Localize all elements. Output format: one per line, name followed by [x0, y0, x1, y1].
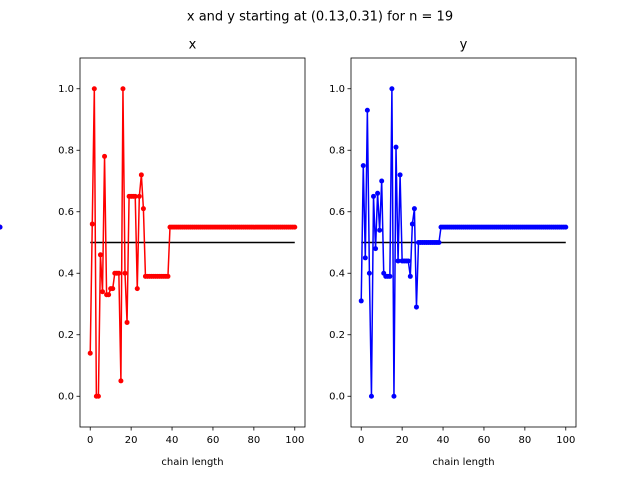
point [165, 273, 171, 279]
point [138, 172, 144, 178]
point [100, 289, 105, 295]
point [409, 221, 415, 227]
point [397, 172, 403, 178]
point [87, 350, 93, 356]
y-tick-label: 0.2 [329, 330, 345, 341]
x-tick-label: 20 [125, 435, 138, 446]
point [124, 319, 130, 325]
point [373, 246, 379, 252]
y-tick-label: 0.4 [329, 268, 345, 279]
point [371, 193, 376, 199]
y-tick-label: 0.0 [329, 391, 345, 402]
axes-title: y [460, 38, 468, 53]
point [375, 190, 381, 196]
x-tick-label: 60 [478, 435, 491, 446]
point [89, 221, 95, 227]
y-tick-label: 0.0 [58, 391, 74, 402]
x-tick-label: 100 [556, 435, 575, 446]
x-axis-label: chain length [432, 457, 494, 468]
point [407, 273, 413, 279]
x-tick-label: 0 [358, 435, 364, 446]
y-tick-label: 0.8 [329, 145, 345, 156]
y-tick-label: 1.0 [329, 84, 345, 95]
point [563, 224, 569, 230]
point [0, 224, 3, 230]
point [91, 86, 97, 92]
axes-title: x [189, 38, 197, 53]
point [366, 270, 372, 276]
x-tick-label: 60 [207, 435, 220, 446]
point [110, 286, 116, 292]
y-tick-label: 0.2 [58, 330, 74, 341]
point [122, 270, 128, 276]
point [362, 255, 368, 261]
point [395, 258, 401, 264]
y-tick-label: 0.6 [58, 207, 74, 218]
point [413, 304, 419, 310]
point [377, 227, 383, 233]
point [106, 292, 112, 298]
axes-frame [350, 57, 577, 428]
x-tick-label: 80 [518, 435, 531, 446]
point [120, 86, 126, 92]
point [134, 286, 140, 292]
point [389, 86, 395, 92]
y-tick-label: 1.0 [58, 84, 74, 95]
figure-title: x and y starting at (0.13,0.31) for n = … [187, 10, 453, 25]
y-tick-label: 0.6 [329, 207, 345, 218]
point [360, 163, 366, 169]
point [140, 206, 146, 212]
point [379, 178, 385, 184]
x-tick-label: 40 [437, 435, 450, 446]
point [387, 273, 393, 279]
x-tick-label: 80 [247, 435, 260, 446]
x-tick-label: 20 [396, 435, 409, 446]
point [411, 206, 417, 212]
point [436, 240, 442, 245]
point [391, 393, 397, 399]
x-tick-label: 0 [87, 435, 93, 446]
point [405, 258, 411, 264]
point [393, 144, 399, 150]
point [116, 270, 122, 276]
point [118, 378, 124, 384]
point [358, 298, 364, 304]
point [136, 193, 142, 199]
point [368, 393, 374, 399]
x-tick-label: 100 [285, 435, 304, 446]
point [132, 193, 138, 199]
point [102, 153, 108, 159]
point [95, 393, 101, 399]
y-tick-label: 0.8 [58, 145, 74, 156]
point [292, 224, 298, 230]
y-tick-label: 0.4 [58, 268, 74, 279]
x-tick-label: 40 [166, 435, 179, 446]
axes-frame [79, 57, 306, 428]
point [364, 107, 370, 113]
point [97, 252, 103, 258]
x-axis-label: chain length [161, 457, 223, 468]
